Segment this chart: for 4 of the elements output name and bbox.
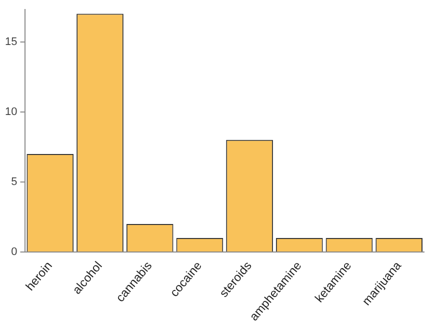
- y-tick-label: 0: [11, 246, 18, 258]
- y-tick-label: 5: [11, 176, 18, 188]
- y-tick-label: 15: [4, 36, 18, 48]
- y-tick-label: 10: [4, 106, 18, 118]
